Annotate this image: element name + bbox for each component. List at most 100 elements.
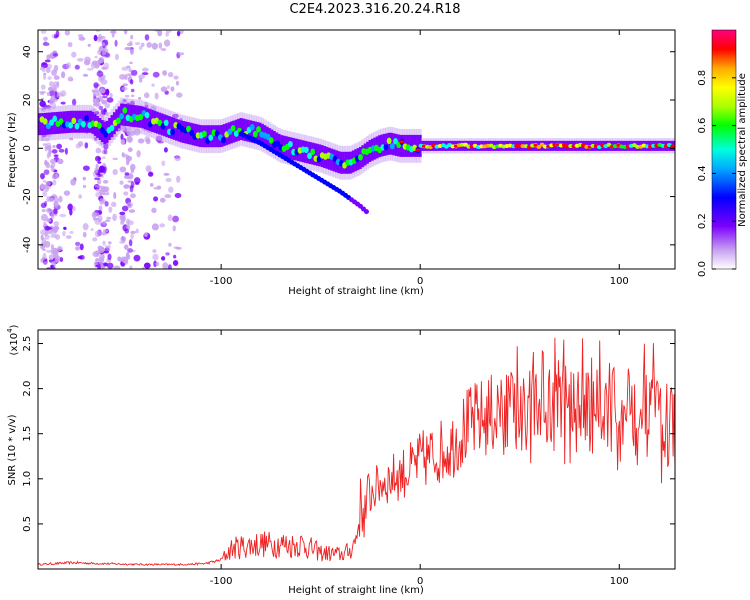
spectrogram-core-mark — [230, 125, 236, 132]
spectrogram-noise-mark — [122, 83, 128, 86]
spectrogram-noise-mark — [53, 34, 58, 39]
spectrogram-noise-mark — [102, 49, 107, 56]
spectrogram-noise-mark — [60, 101, 66, 105]
snr-ytick-label: 2.5 — [22, 336, 33, 352]
spectrogram-noise-mark — [124, 228, 130, 234]
spectrogram-noise-mark — [144, 232, 148, 237]
spectrogram-noise-mark — [63, 226, 67, 230]
spectrogram-band-mark — [53, 112, 57, 135]
spectrogram-band-mark — [84, 110, 88, 133]
spectrogram-noise-mark — [167, 264, 172, 269]
spectrogram-noise-mark — [130, 181, 135, 189]
spectrogram-noise-mark — [124, 47, 131, 51]
spectrogram-noise-mark — [173, 254, 177, 259]
spectrogram-noise-mark — [106, 216, 112, 220]
spectrogram-noise-mark — [119, 211, 126, 216]
snr-xtick-label: 100 — [610, 576, 629, 587]
spectrogram-band-mark — [222, 124, 226, 147]
spectrogram-noise-mark — [130, 48, 134, 55]
spectrogram-noise-mark — [70, 78, 74, 82]
spectrogram-noise-mark — [163, 147, 168, 153]
spectrogram-noise-mark — [112, 157, 119, 161]
colorbar-gradient — [711, 29, 737, 270]
spectrogram-noise-mark — [151, 42, 159, 50]
spectrogram-noise-mark — [119, 215, 125, 220]
spectrogram-noise-mark — [95, 212, 100, 218]
spectrogram-noise-mark — [143, 262, 151, 269]
spectrogram-noise-mark — [142, 266, 146, 269]
spectrogram-noise-mark — [101, 42, 106, 46]
multiplier-exp: 4 — [6, 328, 14, 333]
spectrogram-noise-mark — [167, 214, 173, 222]
spectrogram-band-mark — [167, 116, 171, 139]
spectrogram-band-mark — [313, 143, 317, 166]
spectrogram-noise-mark — [111, 31, 115, 38]
spectrogram-noise-mark — [124, 244, 129, 250]
spectrogram-noise-mark — [101, 186, 108, 193]
spectrogram-core-mark — [160, 123, 166, 130]
spectrogram-band-mark — [38, 113, 40, 136]
snr-series-line — [38, 337, 675, 567]
spectrogram-noise-mark — [51, 226, 59, 233]
spectrogram-noise-mark — [42, 258, 48, 265]
spectrogram-noise-mark — [114, 39, 118, 47]
spectrogram-noise-mark — [121, 205, 129, 212]
spectrogram-noise-mark — [98, 75, 104, 82]
spectrogram-noise-mark — [98, 205, 103, 212]
spectrogram-noise-mark — [96, 179, 102, 185]
spectrogram-core-mark — [80, 121, 86, 128]
spectrogram-noise-mark — [104, 200, 109, 207]
spectrogram-band-mark — [256, 122, 260, 145]
spectrogram-noise-mark — [130, 88, 135, 93]
spectrogram-noise-mark — [67, 41, 73, 48]
spectrogram-noise-mark — [82, 184, 87, 189]
spectrogram-noise-mark — [67, 203, 73, 211]
spectrogram-noise-mark — [167, 71, 174, 78]
spectrogram-noise-mark — [103, 262, 109, 267]
spectrogram-noise-mark — [114, 53, 119, 61]
spectrogram-noise-mark — [172, 259, 179, 266]
spectrogram-band-mark — [213, 125, 217, 148]
spectrogram-noise-mark — [120, 220, 125, 225]
spectrogram-noise-mark — [71, 98, 77, 106]
spectrogram-noise-mark — [53, 154, 59, 157]
spectrogram-band-mark — [129, 104, 133, 127]
spectrogram-noise-mark — [94, 250, 100, 257]
spectrogram-noise-mark — [95, 264, 102, 268]
spectrogram-core-mark — [307, 152, 312, 160]
spectrogram-noise-mark — [101, 99, 108, 105]
spectrogram-core-mark — [275, 140, 281, 147]
spectrogram-noise-mark — [174, 192, 182, 199]
spectrogram-noise-mark — [106, 97, 114, 103]
spectrogram-ytick-label: -40 — [22, 237, 33, 253]
spectrogram-noise-mark — [130, 233, 134, 240]
spectrogram-noise-mark — [158, 42, 163, 49]
spectrogram-noise-mark — [50, 264, 54, 268]
spectrogram-noise-mark — [119, 180, 124, 185]
spectrogram-noise-mark — [162, 70, 168, 76]
spectrogram-xtick-label: 100 — [610, 276, 629, 287]
spectrogram-noise-mark — [59, 213, 67, 218]
spectrogram-noise-mark — [90, 228, 94, 231]
spectrogram-noise-mark — [163, 172, 170, 176]
spectrogram-noise-mark — [152, 249, 157, 253]
spectrogram-noise-mark — [160, 47, 167, 52]
spectrogram-band-mark — [141, 106, 145, 129]
spectrogram-noise-mark — [48, 151, 52, 158]
spectrogram-core-mark — [303, 146, 309, 154]
spectrogram-noise-mark — [102, 166, 107, 174]
spectrogram-noise-mark — [43, 36, 48, 41]
spectrogram-noise-mark — [53, 64, 59, 72]
spectrogram-noise-mark — [97, 245, 103, 251]
spectrogram-noise-mark — [173, 75, 179, 80]
spectrogram-core-mark — [58, 118, 64, 125]
spectrogram-noise-mark — [165, 31, 169, 37]
spectrogram-noise-mark — [127, 220, 134, 226]
spectrogram-noise-mark — [40, 172, 45, 180]
spectrogram-noise-mark — [84, 142, 89, 149]
spectrogram-band-mark — [98, 117, 102, 140]
spectrogram-noise-mark — [91, 211, 97, 219]
svg-text:(x104): (x104) — [6, 324, 20, 355]
spectrogram-noise-mark — [40, 184, 46, 190]
spectrogram-core-mark — [109, 124, 115, 132]
